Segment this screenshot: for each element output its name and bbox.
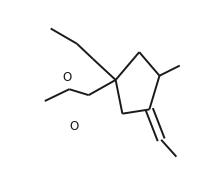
Text: O: O xyxy=(62,71,71,84)
Text: O: O xyxy=(70,120,79,133)
